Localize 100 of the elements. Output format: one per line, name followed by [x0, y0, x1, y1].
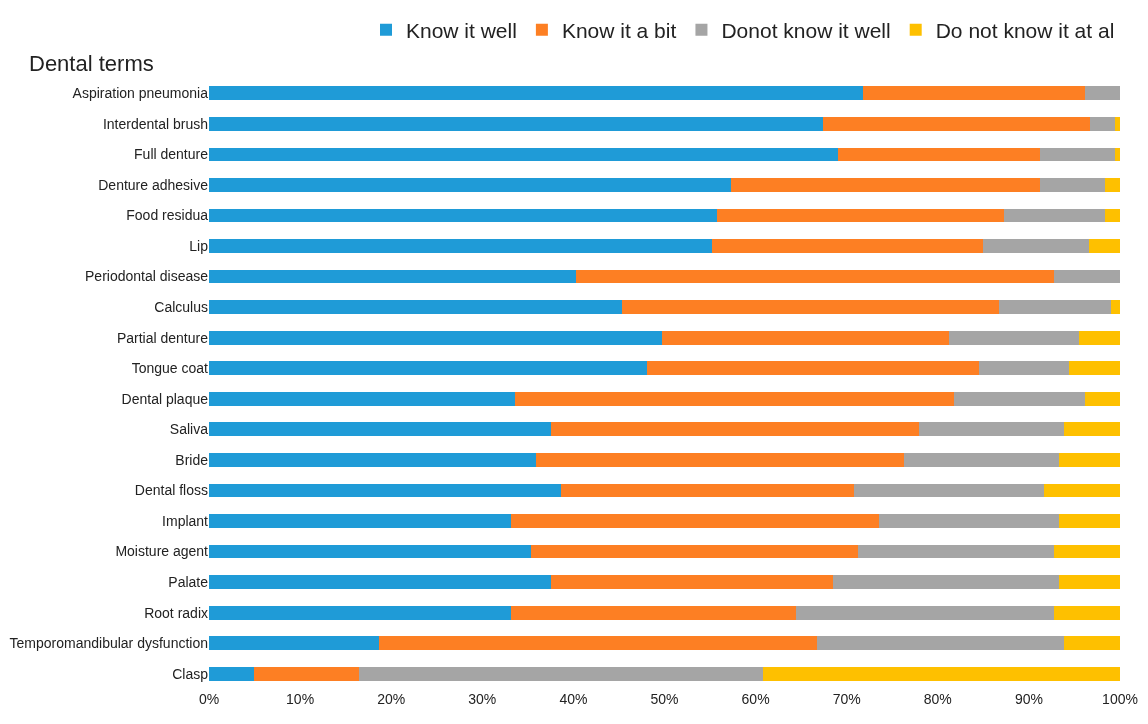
bar: [209, 514, 511, 528]
bar: [904, 453, 1059, 467]
y-tick-label: Clasp: [172, 665, 209, 682]
bar: [209, 544, 531, 559]
bar: [1064, 422, 1120, 437]
bar: [359, 666, 763, 681]
y-tick-label: Aspiration pneumonia: [72, 85, 209, 102]
bar: [795, 605, 1055, 620]
bar: [209, 116, 824, 131]
bar: [1039, 178, 1105, 192]
bar: [1085, 391, 1120, 406]
bar: [209, 239, 712, 253]
bar: [1079, 330, 1120, 345]
bar: [1058, 514, 1120, 528]
bar: [833, 575, 1059, 589]
bar: [209, 483, 561, 498]
bar: [1085, 86, 1120, 101]
bar: [209, 636, 380, 651]
bar: [711, 239, 984, 253]
legend-label: Know it well: [406, 18, 517, 42]
y-tick-label: Palate: [168, 573, 209, 590]
bar: [762, 666, 1120, 681]
y-tick-label: Tongue coat: [131, 360, 209, 377]
bar: [837, 147, 1040, 162]
bar: [209, 361, 648, 376]
y-tick-label: Full denture: [134, 146, 209, 163]
bar: [209, 300, 622, 314]
x-tick-label: 50%: [650, 691, 679, 707]
bar: [878, 514, 1059, 528]
bar: [1089, 239, 1120, 253]
y-tick-label: Moisture agent: [115, 543, 209, 560]
bar: [515, 391, 955, 406]
bar: [857, 544, 1055, 559]
bar: [1058, 453, 1120, 467]
bar: [209, 178, 731, 192]
x-tick-label: 40%: [559, 691, 588, 707]
bar: [731, 178, 1040, 192]
bar: [621, 300, 999, 314]
x-tick-label: 10%: [286, 691, 315, 707]
bar: [1114, 116, 1120, 131]
x-tick-label: 0%: [198, 691, 220, 707]
bar: [560, 483, 854, 498]
bar: [1054, 269, 1120, 284]
bar: [1104, 178, 1120, 192]
bar: [209, 86, 864, 101]
bar: [550, 422, 919, 437]
bar: [948, 330, 1080, 345]
y-tick-label: Root radix: [144, 604, 208, 621]
bar: [661, 330, 949, 345]
bar: [954, 391, 1086, 406]
y-axis-title: Dental terms: [29, 51, 154, 76]
y-tick-label: Bride: [175, 451, 209, 468]
y-tick-label: Temporomandibular dysfunction: [9, 635, 208, 652]
bar: [1004, 208, 1105, 223]
bar: [863, 86, 1086, 101]
x-tick-label: 90%: [1014, 691, 1043, 707]
legend-label: Know it a bit: [561, 18, 677, 42]
y-tick-label: Dental plaque: [121, 390, 209, 407]
x-tick-label: 100%: [1102, 691, 1138, 707]
bar: [918, 422, 1065, 437]
bar: [550, 575, 834, 589]
bar: [717, 208, 1005, 223]
bar: [209, 208, 718, 223]
bar: [998, 300, 1111, 314]
bar: [209, 330, 662, 345]
bar: [510, 605, 796, 620]
bar: [209, 147, 838, 162]
bar: [209, 453, 537, 467]
x-tick-label: 70%: [832, 691, 861, 707]
y-tick-label: Interdental brush: [102, 115, 208, 132]
bar: [530, 544, 858, 559]
y-tick-label: Denture adhesive: [98, 176, 209, 193]
bar: [647, 361, 979, 376]
y-tick-label: Partial denture: [116, 329, 209, 346]
bar: [576, 269, 1055, 284]
y-tick-label: Periodontal disease: [85, 268, 209, 285]
y-tick-label: Implant: [162, 512, 209, 529]
bar: [1104, 208, 1120, 223]
bar: [510, 514, 879, 528]
bar: [209, 605, 511, 620]
y-tick-label: Dental floss: [134, 482, 208, 499]
bar: [209, 269, 577, 284]
bar: [1064, 636, 1120, 651]
x-tick-label: 80%: [923, 691, 952, 707]
bar: [1039, 147, 1115, 162]
bar: [209, 666, 254, 681]
bar: [816, 636, 1065, 651]
bar: [853, 483, 1045, 498]
bar: [379, 636, 817, 651]
x-tick-label: 20%: [377, 691, 406, 707]
y-tick-label: Lip: [189, 237, 209, 254]
bar: [1089, 116, 1115, 131]
legend-label: Do not know it at al: [935, 18, 1115, 42]
y-tick-label: Saliva: [169, 421, 209, 438]
y-tick-label: Food residua: [126, 207, 209, 224]
bar: [1068, 361, 1120, 376]
bar: [209, 575, 551, 589]
y-tick-label: Calculus: [154, 299, 208, 316]
bar: [536, 453, 905, 467]
bar: [1054, 544, 1120, 559]
